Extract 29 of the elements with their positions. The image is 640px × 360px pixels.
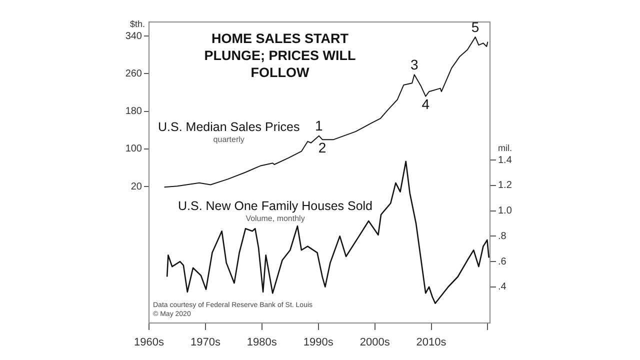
x-tick-label: 2000s [360, 336, 390, 349]
y-tick-label: 100 [125, 144, 142, 155]
y-axis-title: $th. [130, 19, 145, 30]
y-tick-label: 20 [130, 181, 142, 192]
annotation: quarterly [213, 135, 244, 144]
x-tick-label: 2010s [416, 336, 447, 349]
y2-tick-label: .6 [498, 256, 507, 268]
annotation: 3 [410, 56, 418, 73]
y2-tick-label: 1.2 [498, 180, 512, 192]
y2-tick-label: 1.0 [498, 206, 512, 217]
annotation: 5 [471, 18, 480, 35]
x-tick-label: 1960s [134, 336, 164, 349]
x-tick-label: 1990s [303, 336, 334, 349]
series-label: U.S. New One Family Houses Sold [178, 199, 373, 213]
annotation: Volume, monthly [246, 214, 305, 223]
y2-tick-label: .8 [498, 230, 507, 242]
annotation: 1 [315, 118, 324, 134]
y2-tick-label: 1.4 [498, 154, 512, 166]
y-tick-label: 340 [125, 30, 142, 42]
x-tick-label: 1970s [190, 336, 221, 349]
annotation: 2 [318, 139, 326, 156]
x-tick-label: 1980s [246, 336, 278, 349]
annotation: 4 [422, 96, 430, 112]
series-label: U.S. Median Sales Prices [158, 120, 300, 134]
y-tick-label: 260 [125, 68, 142, 80]
y-tick-label: 180 [125, 106, 142, 118]
y2-tick-label: .4 [498, 282, 507, 293]
y2-axis-title: mil. [498, 143, 512, 154]
text: HOME SALES START PLUNGE; PRICES WILL FOLLOW [203, 30, 357, 81]
